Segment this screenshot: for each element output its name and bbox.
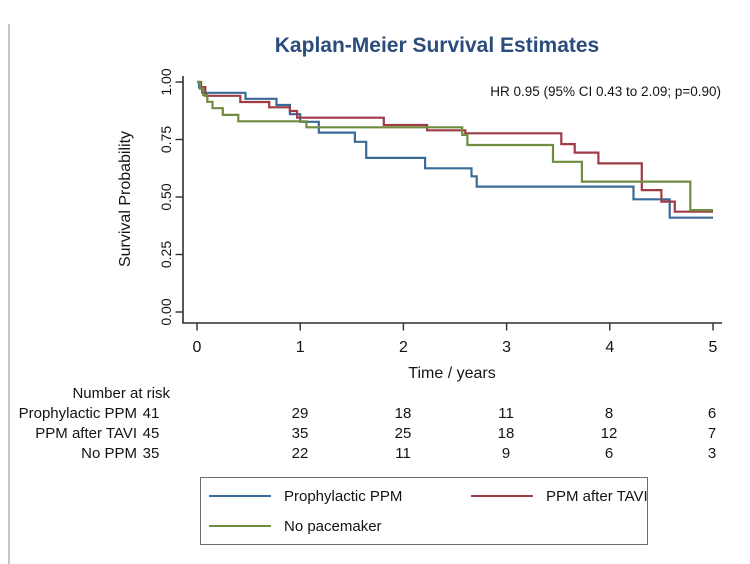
risk-value: 6	[707, 405, 717, 422]
legend-item: No pacemaker	[209, 511, 471, 541]
survival-curve-no-pacemaker	[197, 80, 713, 212]
risk-value: 18	[394, 405, 412, 422]
risk-row-label: Prophylactic PPM	[18, 405, 137, 422]
risk-value: 6	[604, 445, 614, 462]
x-tick-label: 3	[502, 339, 511, 356]
risk-value: 35	[142, 445, 160, 462]
risk-row-label: No PPM	[81, 445, 137, 462]
x-axis-title: Time / years	[408, 365, 495, 382]
x-tick-label: 0	[193, 339, 202, 356]
risk-value: 18	[497, 425, 515, 442]
risk-value: 12	[600, 425, 618, 442]
legend-item: Prophylactic PPM	[209, 481, 471, 511]
risk-value: 7	[707, 425, 717, 442]
risk-table-header: Number at risk	[72, 385, 170, 402]
line-swatch-green	[209, 525, 271, 527]
legend-item: PPM after TAVI	[471, 481, 648, 511]
x-tick-label: 1	[296, 339, 305, 356]
risk-value: 8	[604, 405, 614, 422]
risk-row-label: PPM after TAVI	[35, 425, 137, 442]
y-tick-label: 1.00	[158, 68, 174, 95]
risk-value: 11	[395, 445, 411, 462]
legend-label: PPM after TAVI	[546, 487, 648, 505]
risk-value: 35	[291, 425, 309, 442]
chart-title: Kaplan-Meier Survival Estimates	[275, 34, 599, 57]
axis-lines	[182, 76, 722, 324]
survival-curve-prophylactic-ppm	[197, 80, 713, 219]
risk-value: 22	[291, 445, 309, 462]
risk-value: 25	[394, 425, 412, 442]
risk-value: 9	[501, 445, 511, 462]
risk-value: 3	[707, 445, 717, 462]
y-tick-label: 0.50	[158, 183, 174, 210]
y-tick-label: 0.75	[158, 126, 174, 153]
survival-curve-ppm-after-tavi	[197, 80, 713, 213]
legend: Prophylactic PPM PPM after TAVI No pacem…	[200, 477, 648, 545]
line-swatch-red	[471, 495, 533, 497]
x-tick-label: 5	[709, 339, 718, 356]
y-tick-label: 0.25	[158, 241, 174, 268]
y-axis-title: Survival Probability	[117, 131, 134, 267]
y-tick-label: 0.00	[158, 298, 174, 325]
risk-value: 29	[291, 405, 309, 422]
legend-label: Prophylactic PPM	[284, 487, 403, 505]
page-left-border	[8, 24, 10, 564]
risk-value: 41	[142, 405, 160, 422]
x-tick-label: 2	[399, 339, 408, 356]
risk-value: 11	[498, 405, 514, 422]
risk-value: 45	[142, 425, 160, 442]
x-tick-label: 4	[605, 339, 614, 356]
legend-label: No pacemaker	[284, 517, 382, 535]
line-swatch-blue	[209, 495, 271, 497]
hr-annotation: HR 0.95 (95% CI 0.43 to 2.09; p=0.90)	[490, 84, 721, 99]
